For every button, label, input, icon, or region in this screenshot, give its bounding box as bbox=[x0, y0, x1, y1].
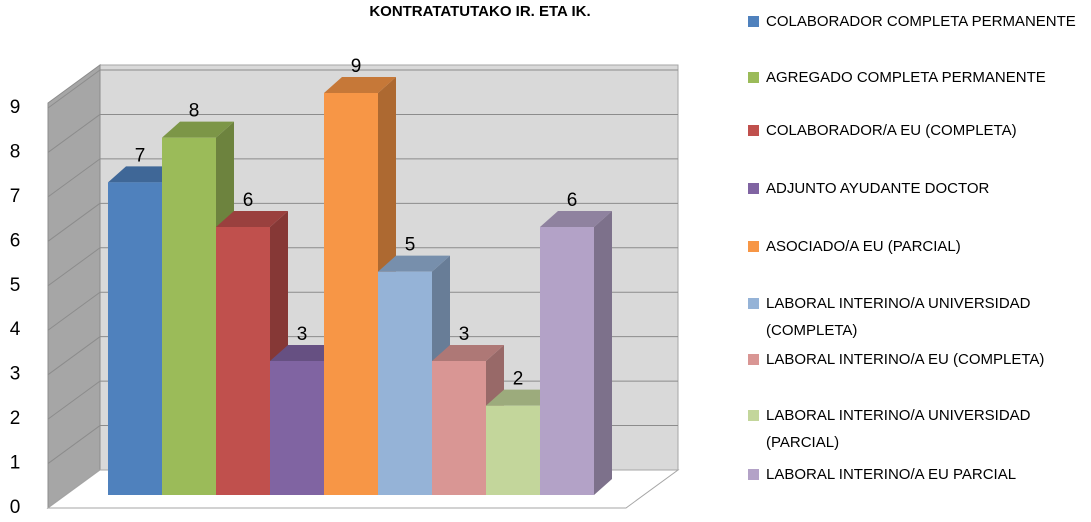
legend-swatch bbox=[748, 183, 759, 194]
bar bbox=[162, 137, 216, 495]
bar-top bbox=[432, 345, 504, 361]
side-wall bbox=[47, 64, 101, 509]
legend-swatch bbox=[748, 410, 759, 421]
y-tick-label: 6 bbox=[10, 230, 21, 251]
bar bbox=[378, 271, 432, 495]
bar-top bbox=[162, 121, 234, 138]
value-label: 3 bbox=[459, 324, 470, 345]
value-label: 2 bbox=[513, 369, 524, 390]
legend-item: LABORAL INTERINO/A EU (COMPLETA) bbox=[748, 346, 1088, 373]
legend-item: AGREGADO COMPLETA PERMANENTE bbox=[748, 64, 1088, 91]
bar bbox=[108, 182, 162, 496]
bar bbox=[486, 405, 540, 495]
legend-label: LABORAL INTERINO/A UNIVERSIDAD (COMPLETA… bbox=[766, 295, 1031, 339]
grid-line bbox=[47, 425, 101, 464]
bar bbox=[432, 361, 486, 495]
legend-swatch bbox=[748, 16, 759, 27]
legend-item: LABORAL INTERINO/A UNIVERSIDAD (PARCIAL) bbox=[748, 402, 1088, 456]
value-label: 7 bbox=[135, 145, 146, 166]
value-label: 5 bbox=[405, 235, 416, 256]
value-label: 8 bbox=[189, 101, 200, 122]
y-tick-label: 0 bbox=[10, 497, 21, 518]
legend-swatch bbox=[748, 354, 759, 365]
bar bbox=[540, 227, 594, 495]
grid-line bbox=[47, 336, 101, 376]
legend-item: COLABORADOR/A EU (COMPLETA) bbox=[748, 117, 1088, 144]
grid-line bbox=[47, 202, 101, 242]
value-label: 9 bbox=[351, 56, 362, 77]
y-tick-label: 1 bbox=[10, 453, 21, 474]
bar bbox=[324, 93, 378, 495]
y-tick-label: 4 bbox=[10, 319, 21, 340]
legend-swatch bbox=[748, 241, 759, 252]
bar-top bbox=[540, 211, 612, 227]
grid-line bbox=[47, 380, 101, 420]
legend-label: LABORAL INTERINO/A UNIVERSIDAD (PARCIAL) bbox=[766, 407, 1031, 451]
grid-line bbox=[47, 158, 101, 198]
grid-line bbox=[47, 69, 101, 109]
legend-item: ADJUNTO AYUDANTE DOCTOR bbox=[748, 175, 1088, 202]
grid-line bbox=[47, 291, 101, 331]
bar bbox=[270, 361, 324, 495]
legend-swatch bbox=[748, 72, 759, 83]
y-tick-label: 8 bbox=[10, 141, 21, 162]
grid-line bbox=[47, 247, 101, 287]
y-tick-label: 9 bbox=[10, 97, 21, 118]
legend-label: LABORAL INTERINO/A EU PARCIAL bbox=[766, 466, 1017, 483]
legend-swatch bbox=[748, 298, 759, 309]
legend-item: LABORAL INTERINO/A EU PARCIAL bbox=[748, 461, 1088, 488]
y-tick-label: 3 bbox=[10, 364, 21, 385]
y-tick-label: 7 bbox=[10, 186, 21, 207]
legend-item: ASOCIADO/A EU (PARCIAL) bbox=[748, 233, 1088, 260]
legend-label: LABORAL INTERINO/A EU (COMPLETA) bbox=[766, 351, 1045, 368]
chart-title: KONTRATATUTAKO IR. ETA IK. bbox=[369, 3, 590, 20]
legend-item: LABORAL INTERINO/A UNIVERSIDAD (COMPLETA… bbox=[748, 290, 1088, 344]
bar-side bbox=[594, 211, 612, 495]
bar-top bbox=[324, 77, 396, 93]
value-label: 6 bbox=[243, 190, 254, 211]
bar-top bbox=[216, 211, 288, 227]
y-tick-label: 5 bbox=[10, 275, 21, 296]
legend-item: COLABORADOR COMPLETA PERMANENTE bbox=[748, 8, 1088, 35]
value-label: 6 bbox=[567, 190, 578, 211]
bar bbox=[216, 227, 270, 495]
bar-top bbox=[378, 255, 450, 272]
legend-label: COLABORADOR/A EU (COMPLETA) bbox=[766, 122, 1017, 139]
legend-label: ADJUNTO AYUDANTE DOCTOR bbox=[766, 180, 990, 197]
grid-line bbox=[47, 114, 101, 153]
legend-label: ASOCIADO/A EU (PARCIAL) bbox=[766, 238, 961, 255]
legend-label: COLABORADOR COMPLETA PERMANENTE bbox=[766, 13, 1076, 30]
y-tick-label: 2 bbox=[10, 408, 21, 429]
legend-label: AGREGADO COMPLETA PERMANENTE bbox=[766, 69, 1046, 86]
legend-swatch bbox=[748, 125, 759, 136]
value-label: 3 bbox=[297, 324, 308, 345]
legend-swatch bbox=[748, 469, 759, 480]
